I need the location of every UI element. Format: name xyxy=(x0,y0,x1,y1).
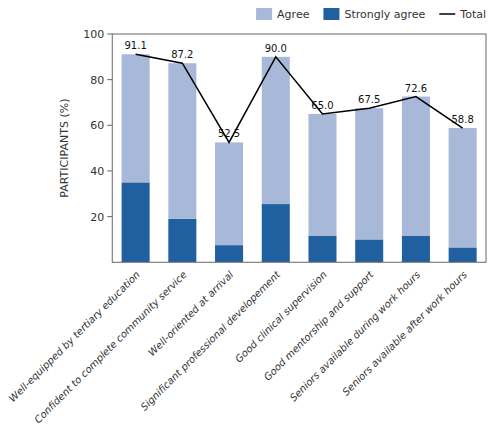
legend-swatch xyxy=(439,13,455,15)
x-tick-label: Confident to complete community service xyxy=(32,269,189,426)
legend-swatch xyxy=(323,8,339,20)
x-tick-label: Seniors available after work hours xyxy=(340,269,469,398)
bar xyxy=(262,204,290,262)
data-label: 67.5 xyxy=(358,94,380,105)
y-tick xyxy=(107,216,112,217)
bar xyxy=(215,245,243,262)
data-label: 72.6 xyxy=(405,83,427,94)
bar xyxy=(122,54,150,182)
y-tick xyxy=(107,170,112,171)
bar xyxy=(402,97,430,236)
bar xyxy=(262,57,290,204)
data-label: 52.5 xyxy=(218,128,240,139)
data-label: 87.2 xyxy=(171,49,193,60)
plot-frame xyxy=(112,34,486,262)
bar xyxy=(355,239,383,262)
bar xyxy=(449,247,477,262)
legend-swatch xyxy=(256,8,272,20)
bar xyxy=(308,236,336,262)
y-tick-label: 20 xyxy=(90,211,104,224)
y-tick xyxy=(107,125,112,126)
legend: Agree Strongly agree Total xyxy=(256,8,486,21)
bar xyxy=(449,128,477,247)
y-tick-label: 40 xyxy=(90,165,104,178)
bar xyxy=(215,142,243,245)
legend-label: Strongly agree xyxy=(344,8,425,21)
x-tick-label: Good clinical supervision xyxy=(233,269,329,365)
y-tick xyxy=(107,79,112,80)
total-line xyxy=(136,54,463,142)
bar xyxy=(308,114,336,236)
data-label: 65.0 xyxy=(311,100,333,111)
legend-label: Agree xyxy=(277,8,310,21)
data-label: 90.0 xyxy=(265,43,287,54)
y-tick xyxy=(107,34,112,35)
y-tick-label: 100 xyxy=(83,28,104,41)
bar xyxy=(168,63,196,219)
data-label: 91.1 xyxy=(124,40,146,51)
bar xyxy=(122,182,150,262)
plot-area xyxy=(122,54,477,262)
y-tick-label: 60 xyxy=(90,119,104,132)
bar xyxy=(355,108,383,239)
y-axis-label: PARTICIPANTS (%) xyxy=(58,99,71,198)
bar xyxy=(402,236,430,262)
legend-label: Total xyxy=(459,8,486,21)
bar xyxy=(168,219,196,262)
page: {"chart_data": {"type": "bar", "stacked"… xyxy=(0,0,500,433)
chart: Well-equipped by tertiary educationConfi… xyxy=(0,0,500,433)
y-tick-label: 80 xyxy=(90,74,104,87)
data-label: 58.8 xyxy=(452,114,474,125)
x-tick-label: Well-oriented at arrival xyxy=(146,269,236,359)
